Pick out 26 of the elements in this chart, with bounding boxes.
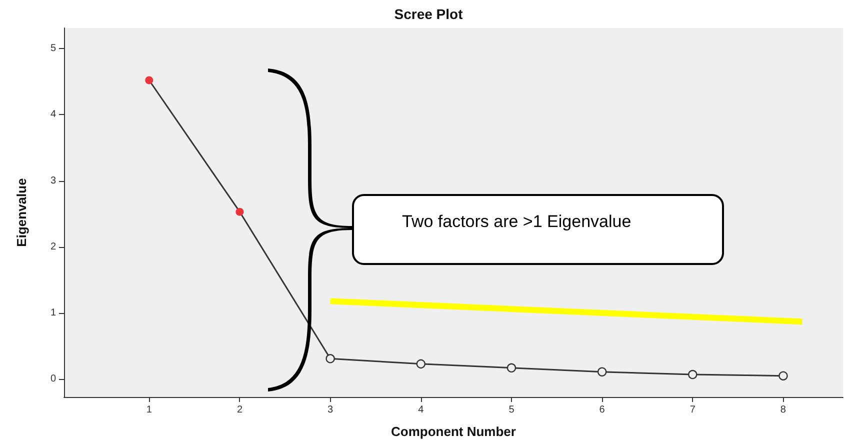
y-tick-label: 4 [50, 109, 56, 120]
y-tick-label: 0 [50, 374, 56, 385]
point [778, 371, 788, 380]
point [145, 76, 154, 84]
point [416, 359, 426, 369]
chart-title: Scree Plot [394, 6, 464, 22]
x-tick-label: 4 [418, 404, 424, 416]
y-tick-label: 3 [50, 175, 56, 186]
x-tick-label: 3 [328, 404, 334, 416]
callout-box: Two factors are >1 Eigenvalue [352, 194, 724, 265]
point [688, 370, 698, 380]
point [506, 363, 516, 372]
x-tick-label: 1 [146, 404, 152, 416]
y-tick-label: 1 [50, 308, 56, 319]
x-tick-label: 8 [780, 404, 786, 416]
y-tick-label: 5 [50, 43, 56, 54]
x-axis-title: Component Number [391, 424, 516, 439]
point [597, 367, 607, 376]
x-tick-label: 6 [599, 404, 606, 416]
point [236, 208, 244, 216]
y-tick-label: 2 [50, 241, 56, 252]
x-tick-label: 2 [236, 404, 243, 416]
y-axis-title: Eigenvalue [14, 178, 29, 247]
x-tick-label: 7 [690, 404, 696, 416]
point [326, 354, 335, 364]
x-tick-label: 5 [508, 404, 515, 416]
